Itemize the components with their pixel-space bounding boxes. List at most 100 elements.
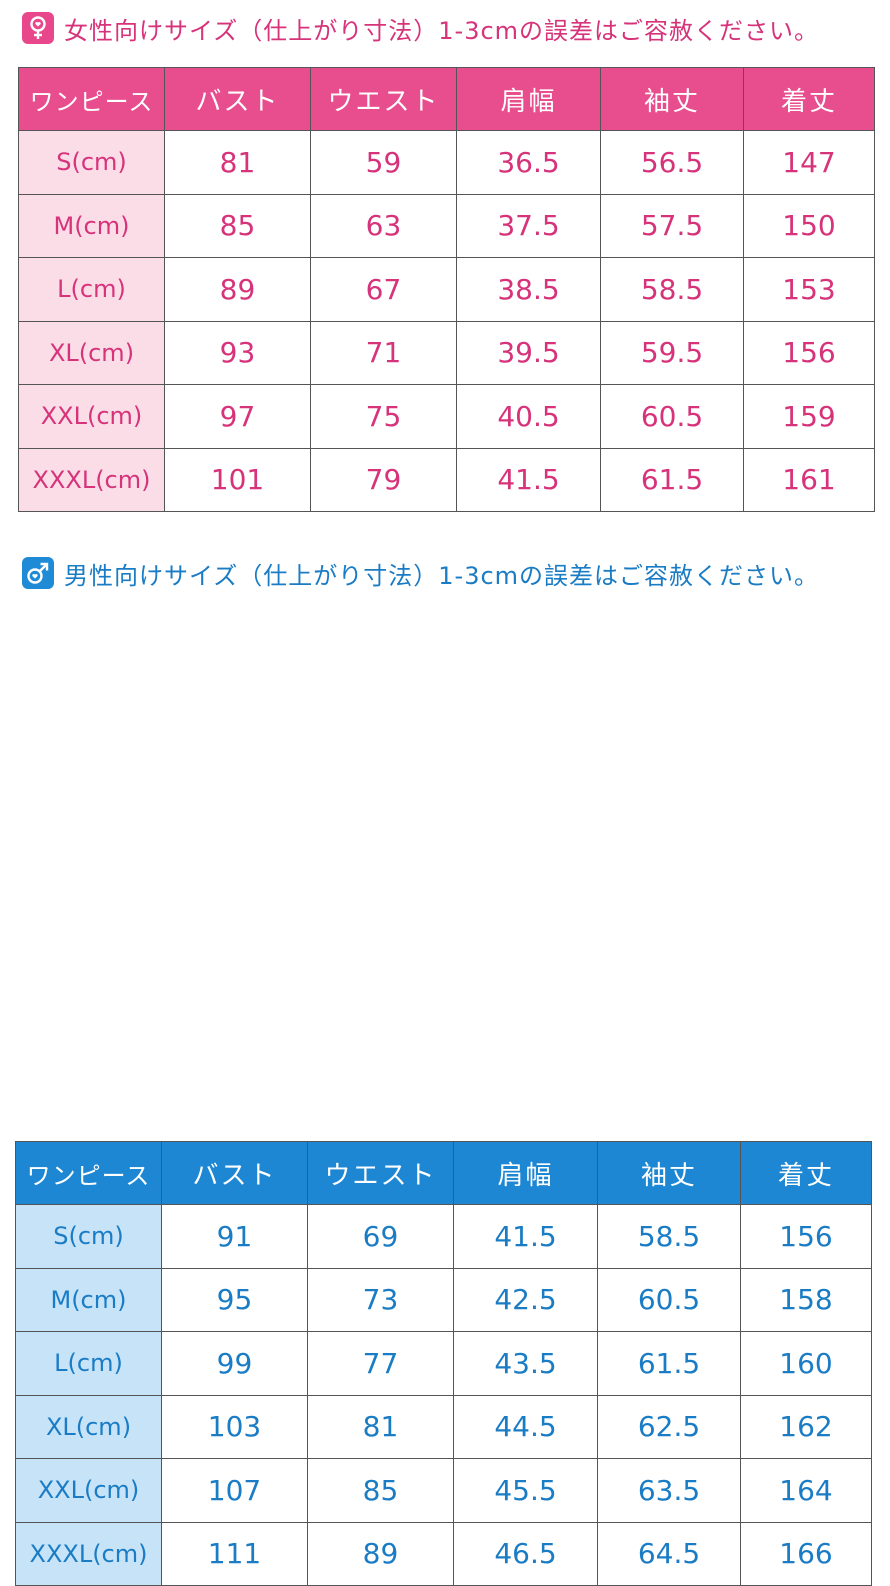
header-shoulder: 肩幅 bbox=[456, 67, 601, 131]
sleeve-value: 58.5 bbox=[597, 1204, 741, 1269]
size-label: S(cm) bbox=[18, 130, 165, 195]
header-sleeve: 袖丈 bbox=[600, 67, 744, 131]
shoulder-value: 39.5 bbox=[456, 320, 601, 385]
female-symbol-icon bbox=[22, 12, 54, 44]
length-value: 147 bbox=[743, 130, 875, 195]
length-value: 159 bbox=[743, 384, 875, 449]
waist-value: 89 bbox=[307, 1521, 454, 1586]
waist-value: 73 bbox=[307, 1267, 454, 1332]
bust-value: 81 bbox=[164, 130, 311, 195]
shoulder-value: 42.5 bbox=[453, 1267, 598, 1332]
waist-value: 69 bbox=[307, 1204, 454, 1269]
men-section-title: 男性向けサイズ（仕上がり寸法）1-3cmの誤差はご容赦ください。 bbox=[64, 561, 820, 590]
waist-value: 85 bbox=[307, 1458, 454, 1523]
size-label: M(cm) bbox=[18, 193, 165, 258]
shoulder-value: 41.5 bbox=[456, 447, 601, 512]
header-bust: バスト bbox=[164, 67, 311, 131]
table-row: XXL(cm) 97 75 40.5 60.5 159 bbox=[18, 384, 875, 449]
size-label: L(cm) bbox=[18, 257, 165, 322]
shoulder-value: 40.5 bbox=[456, 384, 601, 449]
shoulder-value: 46.5 bbox=[453, 1521, 598, 1586]
waist-value: 81 bbox=[307, 1394, 454, 1459]
sleeve-value: 57.5 bbox=[600, 193, 744, 258]
bust-value: 97 bbox=[164, 384, 311, 449]
size-label: XXL(cm) bbox=[18, 384, 165, 449]
size-label: XXXL(cm) bbox=[15, 1521, 162, 1586]
length-value: 160 bbox=[740, 1331, 872, 1396]
shoulder-value: 43.5 bbox=[453, 1331, 598, 1396]
header-shoulder: 肩幅 bbox=[453, 1141, 598, 1205]
women-header-row: ワンピース バスト ウエスト 肩幅 袖丈 着丈 bbox=[18, 67, 875, 131]
men-size-table: ワンピース バスト ウエスト 肩幅 袖丈 着丈 S(cm) 91 69 41.5… bbox=[15, 1141, 872, 1586]
men-title-row: 男性向けサイズ（仕上がり寸法）1-3cmの誤差はご容赦ください。 bbox=[0, 545, 890, 601]
shoulder-value: 37.5 bbox=[456, 193, 601, 258]
bust-value: 103 bbox=[161, 1394, 308, 1459]
size-label: S(cm) bbox=[15, 1204, 162, 1269]
waist-value: 75 bbox=[310, 384, 457, 449]
table-row: M(cm) 95 73 42.5 60.5 158 bbox=[15, 1267, 872, 1332]
size-label: XL(cm) bbox=[18, 320, 165, 385]
waist-value: 77 bbox=[307, 1331, 454, 1396]
sleeve-value: 64.5 bbox=[597, 1521, 741, 1586]
shoulder-value: 45.5 bbox=[453, 1458, 598, 1523]
table-row: XXXL(cm) 101 79 41.5 61.5 161 bbox=[18, 447, 875, 512]
length-value: 156 bbox=[743, 320, 875, 385]
women-section-title: 女性向けサイズ（仕上がり寸法）1-3cmの誤差はご容赦ください。 bbox=[64, 16, 820, 45]
table-row: S(cm) 81 59 36.5 56.5 147 bbox=[18, 130, 875, 195]
bust-value: 89 bbox=[164, 257, 311, 322]
sleeve-value: 56.5 bbox=[600, 130, 744, 195]
women-size-table: ワンピース バスト ウエスト 肩幅 袖丈 着丈 S(cm) 81 59 36.5… bbox=[18, 67, 875, 512]
header-bust: バスト bbox=[161, 1141, 308, 1205]
bust-value: 99 bbox=[161, 1331, 308, 1396]
table-row: S(cm) 91 69 41.5 58.5 156 bbox=[15, 1204, 872, 1269]
bust-value: 85 bbox=[164, 193, 311, 258]
bust-value: 107 bbox=[161, 1458, 308, 1523]
table-row: M(cm) 85 63 37.5 57.5 150 bbox=[18, 193, 875, 258]
size-label: M(cm) bbox=[15, 1267, 162, 1332]
waist-value: 63 bbox=[310, 193, 457, 258]
header-waist: ウエスト bbox=[310, 67, 457, 131]
bust-value: 95 bbox=[161, 1267, 308, 1332]
header-waist: ウエスト bbox=[307, 1141, 454, 1205]
women-title-row: 女性向けサイズ（仕上がり寸法）1-3cmの誤差はご容赦ください。 bbox=[0, 0, 890, 56]
sleeve-value: 58.5 bbox=[600, 257, 744, 322]
length-value: 166 bbox=[740, 1521, 872, 1586]
sleeve-value: 59.5 bbox=[600, 320, 744, 385]
length-value: 153 bbox=[743, 257, 875, 322]
sleeve-value: 60.5 bbox=[597, 1267, 741, 1332]
bust-value: 111 bbox=[161, 1521, 308, 1586]
sleeve-value: 63.5 bbox=[597, 1458, 741, 1523]
bust-value: 101 bbox=[164, 447, 311, 512]
table-row: L(cm) 99 77 43.5 61.5 160 bbox=[15, 1331, 872, 1396]
length-value: 162 bbox=[740, 1394, 872, 1459]
bust-value: 93 bbox=[164, 320, 311, 385]
table-row: XL(cm) 103 81 44.5 62.5 162 bbox=[15, 1394, 872, 1459]
waist-value: 79 bbox=[310, 447, 457, 512]
male-symbol-icon bbox=[22, 557, 54, 589]
header-onepiece: ワンピース bbox=[18, 67, 165, 131]
sleeve-value: 62.5 bbox=[597, 1394, 741, 1459]
shoulder-value: 36.5 bbox=[456, 130, 601, 195]
length-value: 158 bbox=[740, 1267, 872, 1332]
length-value: 150 bbox=[743, 193, 875, 258]
shoulder-value: 41.5 bbox=[453, 1204, 598, 1269]
sleeve-value: 60.5 bbox=[600, 384, 744, 449]
table-row: L(cm) 89 67 38.5 58.5 153 bbox=[18, 257, 875, 322]
header-length: 着丈 bbox=[743, 67, 875, 131]
size-label: XXL(cm) bbox=[15, 1458, 162, 1523]
length-value: 164 bbox=[740, 1458, 872, 1523]
size-label: XXXL(cm) bbox=[18, 447, 165, 512]
header-length: 着丈 bbox=[740, 1141, 872, 1205]
length-value: 156 bbox=[740, 1204, 872, 1269]
table-row: XL(cm) 93 71 39.5 59.5 156 bbox=[18, 320, 875, 385]
men-size-section: 男性向けサイズ（仕上がり寸法）1-3cmの誤差はご容赦ください。 ワンピース バ… bbox=[0, 545, 890, 1586]
shoulder-value: 44.5 bbox=[453, 1394, 598, 1459]
sleeve-value: 61.5 bbox=[597, 1331, 741, 1396]
size-label: L(cm) bbox=[15, 1331, 162, 1396]
bust-value: 91 bbox=[161, 1204, 308, 1269]
length-value: 161 bbox=[743, 447, 875, 512]
women-size-section: 女性向けサイズ（仕上がり寸法）1-3cmの誤差はご容赦ください。 ワンピース バ… bbox=[0, 0, 890, 512]
sleeve-value: 61.5 bbox=[600, 447, 744, 512]
header-sleeve: 袖丈 bbox=[597, 1141, 741, 1205]
table-row: XXL(cm) 107 85 45.5 63.5 164 bbox=[15, 1458, 872, 1523]
